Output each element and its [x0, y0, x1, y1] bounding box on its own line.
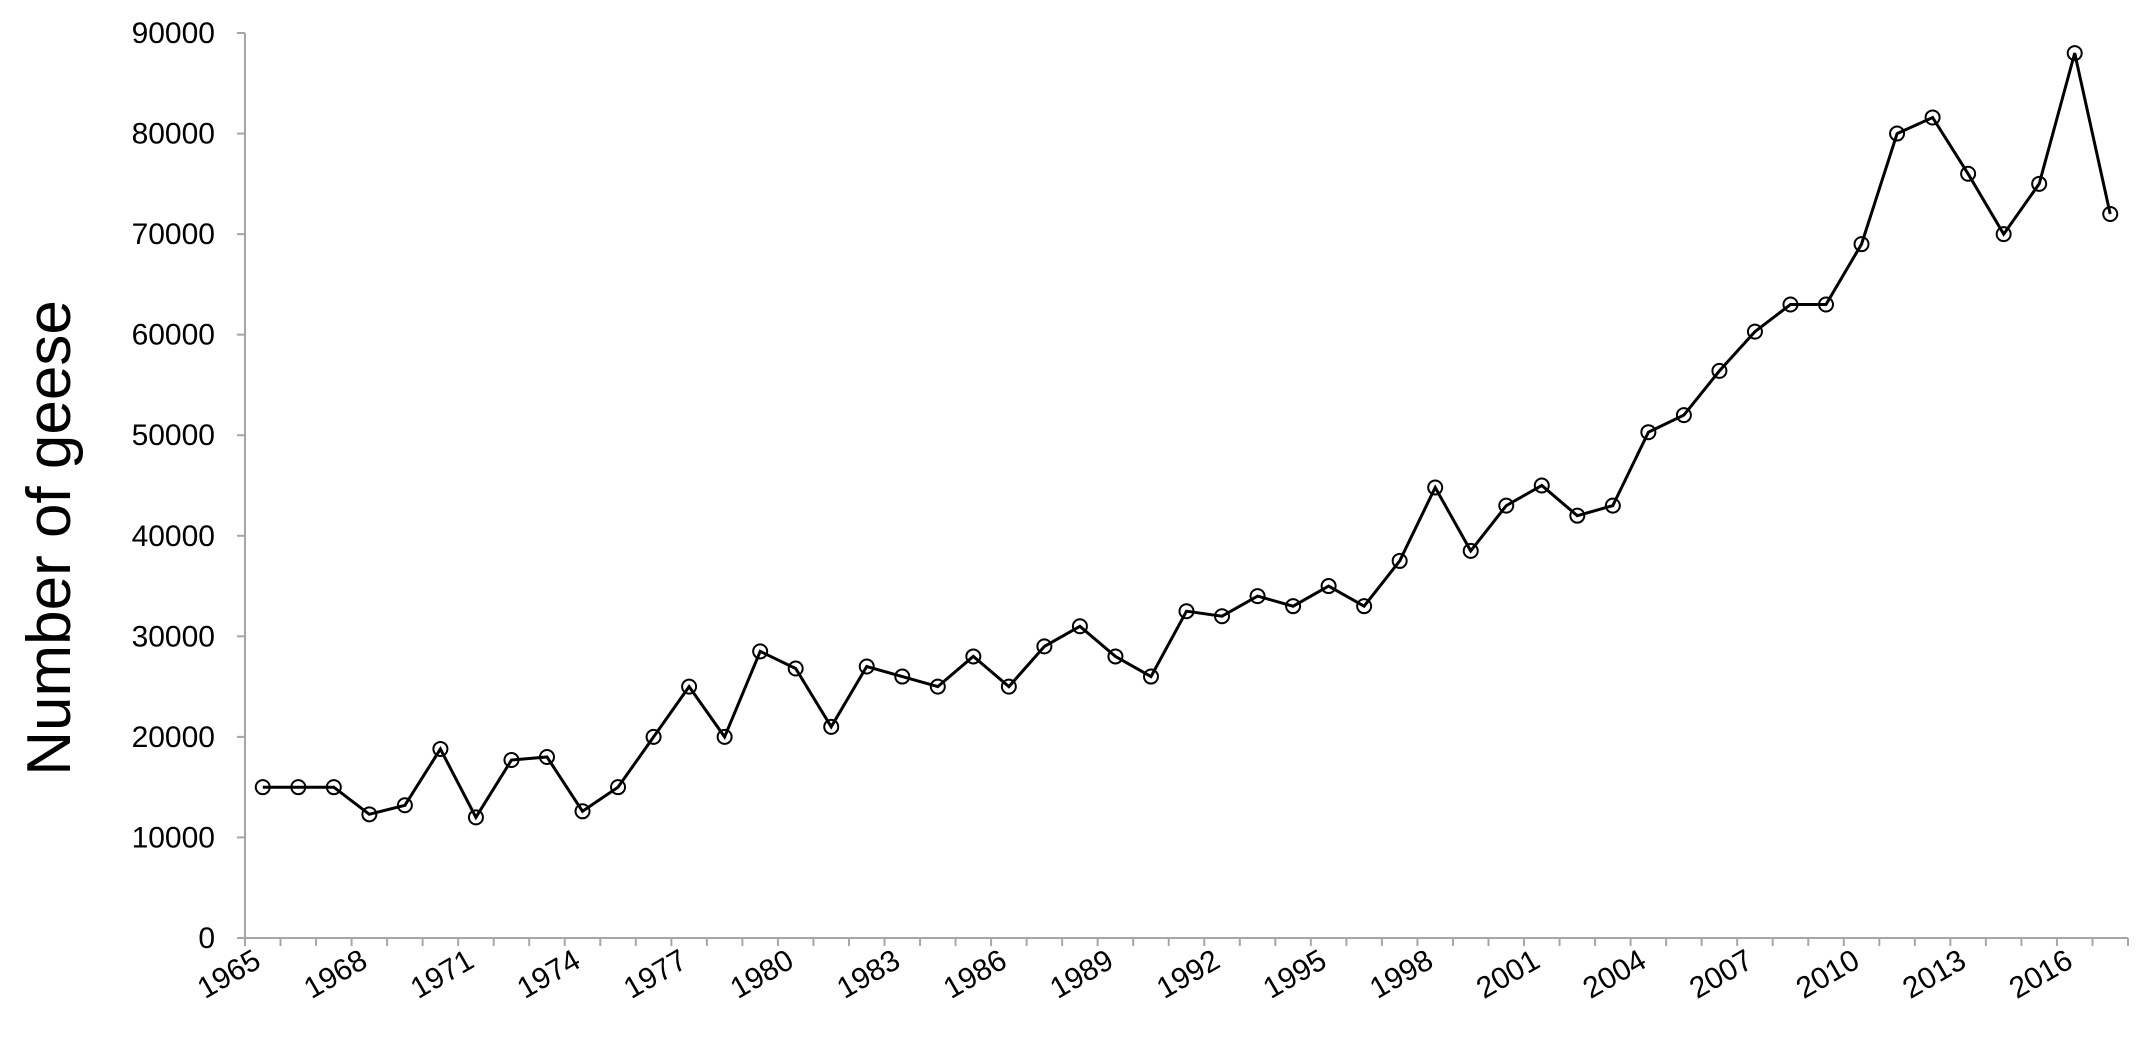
data-point — [361, 806, 378, 823]
data-point — [1178, 603, 1195, 620]
data-point — [1071, 618, 1088, 635]
data-point — [1462, 542, 1479, 559]
data-point — [858, 658, 875, 675]
y-tick-label: 20000 — [132, 721, 215, 754]
data-point — [1036, 638, 1053, 655]
data-point — [752, 643, 769, 660]
data-point — [574, 803, 591, 820]
series-line — [262, 52, 2112, 821]
data-point — [1000, 678, 1017, 695]
data-point — [1214, 608, 1231, 625]
data-point — [716, 728, 733, 745]
data-point — [1249, 588, 1266, 605]
y-tick-labels: 0 10000 20000 30000 40000 50000 60000 70000 8000… — [132, 17, 215, 955]
data-point — [2031, 175, 2048, 192]
x-tick-label: 2001 — [1471, 943, 1545, 1005]
data-point — [1960, 165, 1977, 182]
data-point — [1818, 296, 1835, 313]
x-tick-label: 1968 — [299, 943, 373, 1005]
data-point — [2066, 45, 2083, 62]
data-point — [1924, 109, 1941, 126]
data-point — [1782, 296, 1799, 313]
x-tick-label: 2013 — [1897, 943, 1971, 1005]
y-tick-label: 90000 — [132, 17, 215, 50]
data-point — [1498, 497, 1515, 514]
data-point — [894, 668, 911, 685]
x-tick-label: 1995 — [1258, 943, 1332, 1005]
y-tick-label: 10000 — [132, 821, 215, 854]
x-tick-label: 1986 — [938, 943, 1012, 1005]
x-tick-label: 1989 — [1045, 943, 1119, 1005]
axes — [237, 32, 2129, 946]
data-point — [254, 779, 271, 796]
y-tick-label: 60000 — [132, 319, 215, 352]
x-tick-label: 2016 — [2004, 943, 2078, 1005]
x-tick-labels: 1965 1968 1971 1974 1977 1980 1983 1986 1989 1992… — [192, 943, 2078, 1005]
data-point — [681, 678, 698, 695]
y-tick-label: 0 — [198, 922, 215, 955]
x-tick-label: 1971 — [405, 943, 479, 1005]
data-point — [787, 660, 804, 677]
x-tick-label: 1974 — [512, 943, 586, 1005]
data-point — [1746, 323, 1763, 340]
data-point — [965, 648, 982, 665]
data-point — [1356, 598, 1373, 615]
data-point — [610, 779, 627, 796]
x-tick-label: 1992 — [1151, 943, 1225, 1005]
data-point — [1853, 236, 1870, 253]
x-tick-label: 2004 — [1578, 943, 1652, 1005]
y-tick-label: 40000 — [132, 520, 215, 553]
data-point — [325, 779, 342, 796]
data-point — [503, 752, 520, 769]
data-point — [432, 740, 449, 757]
data-point — [1427, 479, 1444, 496]
y-tick-label: 80000 — [132, 118, 215, 151]
data-point — [290, 779, 307, 796]
data-point — [396, 797, 413, 814]
data-point — [1569, 507, 1586, 524]
data-point — [2102, 206, 2119, 222]
x-tick-label: 1998 — [1364, 943, 1438, 1005]
data-point — [1675, 407, 1692, 424]
y-tick-label: 50000 — [132, 419, 215, 452]
data-point — [1889, 125, 1906, 142]
data-point — [1640, 424, 1657, 441]
x-tick-label: 2007 — [1684, 943, 1758, 1005]
data-point — [1604, 497, 1621, 514]
x-tick-label: 1977 — [618, 943, 692, 1005]
data-point — [1533, 477, 1550, 494]
data-point — [538, 749, 555, 765]
data-point — [467, 809, 484, 826]
data-point — [1107, 648, 1124, 665]
x-tick-label: 1980 — [725, 943, 799, 1005]
data-point — [1711, 362, 1728, 379]
data-point — [1995, 226, 2012, 243]
data-point — [645, 728, 662, 745]
data-point — [823, 718, 840, 735]
y-axis-label: Number of geese — [15, 300, 84, 776]
data-point — [929, 678, 946, 695]
series-group — [254, 45, 2119, 826]
data-point — [1391, 552, 1408, 569]
x-tick-label: 1983 — [831, 943, 905, 1005]
x-tick-label: 2010 — [1791, 943, 1865, 1005]
y-tick-label: 30000 — [132, 620, 215, 653]
y-tick-label: 70000 — [132, 218, 215, 251]
data-point — [1285, 598, 1302, 615]
data-point — [1142, 668, 1159, 685]
data-point — [1320, 578, 1337, 595]
